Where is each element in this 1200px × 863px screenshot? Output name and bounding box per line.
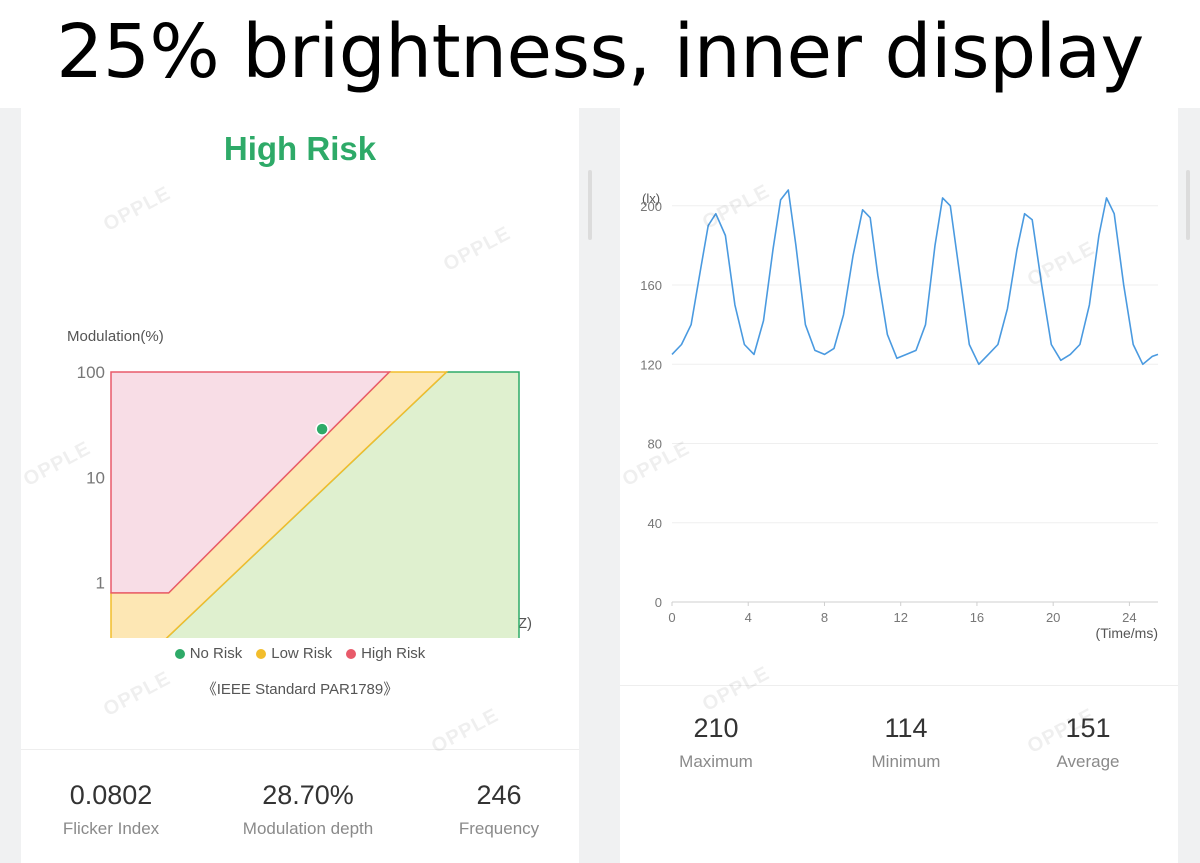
stat-value: 246 (476, 780, 522, 810)
stat-flicker-index: 0.0802 Flicker Index (21, 780, 201, 839)
stat-frequency: 246 Frequency (409, 780, 589, 839)
x-tick-label: 24 (1122, 610, 1136, 625)
stat-value: 151 (1065, 713, 1111, 743)
y-axis-label: Modulation(%) (67, 328, 164, 345)
y-tick-label: 80 (648, 437, 662, 452)
y-tick-label: 10 (86, 468, 105, 487)
divider (620, 685, 1178, 686)
illuminance-line (671, 189, 1159, 366)
y-tick-label: 1 (96, 574, 105, 593)
legend-label: High Risk (361, 645, 426, 662)
waveform-panel: (lx) (Time/ms) 0 40 80 120 160 200 0 4 8 12 16 20 24… (619, 108, 1178, 863)
y-tick-label: 160 (640, 278, 662, 293)
x-tick-label: 8 (821, 610, 828, 625)
legend-item-no-risk: No Risk (174, 645, 243, 662)
risk-level-title: High Risk (223, 130, 377, 167)
risk-assessment-panel: High Risk Modulation(%) Freq.(HZ) 310100… (20, 108, 579, 863)
y-tick-label: 120 (640, 357, 662, 372)
risk-legend: No Risk Low Risk High Risk (21, 645, 579, 662)
stat-label: Minimum (871, 752, 941, 771)
right-scrollbar[interactable] (1186, 170, 1190, 240)
stat-label: Maximum (679, 752, 753, 771)
standard-caption: 《IEEE Standard PAR1789》 (201, 681, 399, 698)
x-tick-label: 0 (668, 610, 675, 625)
stat-value: 28.70% (262, 780, 354, 810)
x-tick-label: 4 (745, 610, 752, 625)
stat-value: 0.0802 (69, 780, 153, 810)
stat-value: 210 (693, 713, 739, 743)
low-risk-dot-icon (256, 648, 267, 659)
legend-label: No Risk (189, 645, 243, 662)
watermark-logo: OPPLE (698, 662, 774, 716)
stat-label: Average (1056, 752, 1120, 771)
waveform-chart: (lx) (Time/ms) 0 40 80 120 160 200 0 4 8 12 16 20 24 (640, 189, 1159, 641)
stat-modulation-depth: 28.70% Modulation depth (218, 780, 398, 839)
y-tick-label: 100 (77, 363, 105, 382)
y-tick-label: 0 (655, 595, 662, 610)
legend-item-high-risk: High Risk (346, 645, 425, 662)
x-tick-label: 12 (893, 610, 907, 625)
y-axis-unit-label: (lx) (642, 191, 660, 206)
stat-average: 151 Average (998, 713, 1178, 772)
stat-label: Modulation depth (242, 819, 374, 838)
app-screen: High Risk Modulation(%) Freq.(HZ) 310100… (0, 108, 1200, 863)
divider (21, 749, 579, 750)
stat-label: Frequency (458, 819, 540, 838)
headline: 25% brightness, inner display (0, 0, 1200, 108)
stat-minimum: 114 Minimum (816, 713, 996, 772)
high-risk-dot-icon (346, 648, 357, 659)
x-tick-label: 16 (970, 610, 984, 625)
x-axis-unit-label: (Time/ms) (1096, 625, 1158, 641)
stat-value: 114 (884, 713, 928, 743)
risk-chart: Modulation(%) Freq.(HZ) 3101001000100001… (67, 328, 532, 638)
stat-maximum: 210 Maximum (626, 713, 806, 772)
stat-label: Flicker Index (62, 819, 160, 838)
no-risk-dot-icon (174, 648, 185, 659)
y-tick-label: 40 (648, 516, 662, 531)
measurement-point (315, 422, 329, 436)
x-tick-label: 20 (1046, 610, 1060, 625)
legend-label: Low Risk (271, 645, 333, 662)
y-tick-label: 200 (640, 199, 662, 214)
watermark-logo: OPPLE (427, 704, 503, 758)
left-scrollbar[interactable] (588, 170, 592, 240)
legend-item-low-risk: Low Risk (256, 645, 332, 662)
